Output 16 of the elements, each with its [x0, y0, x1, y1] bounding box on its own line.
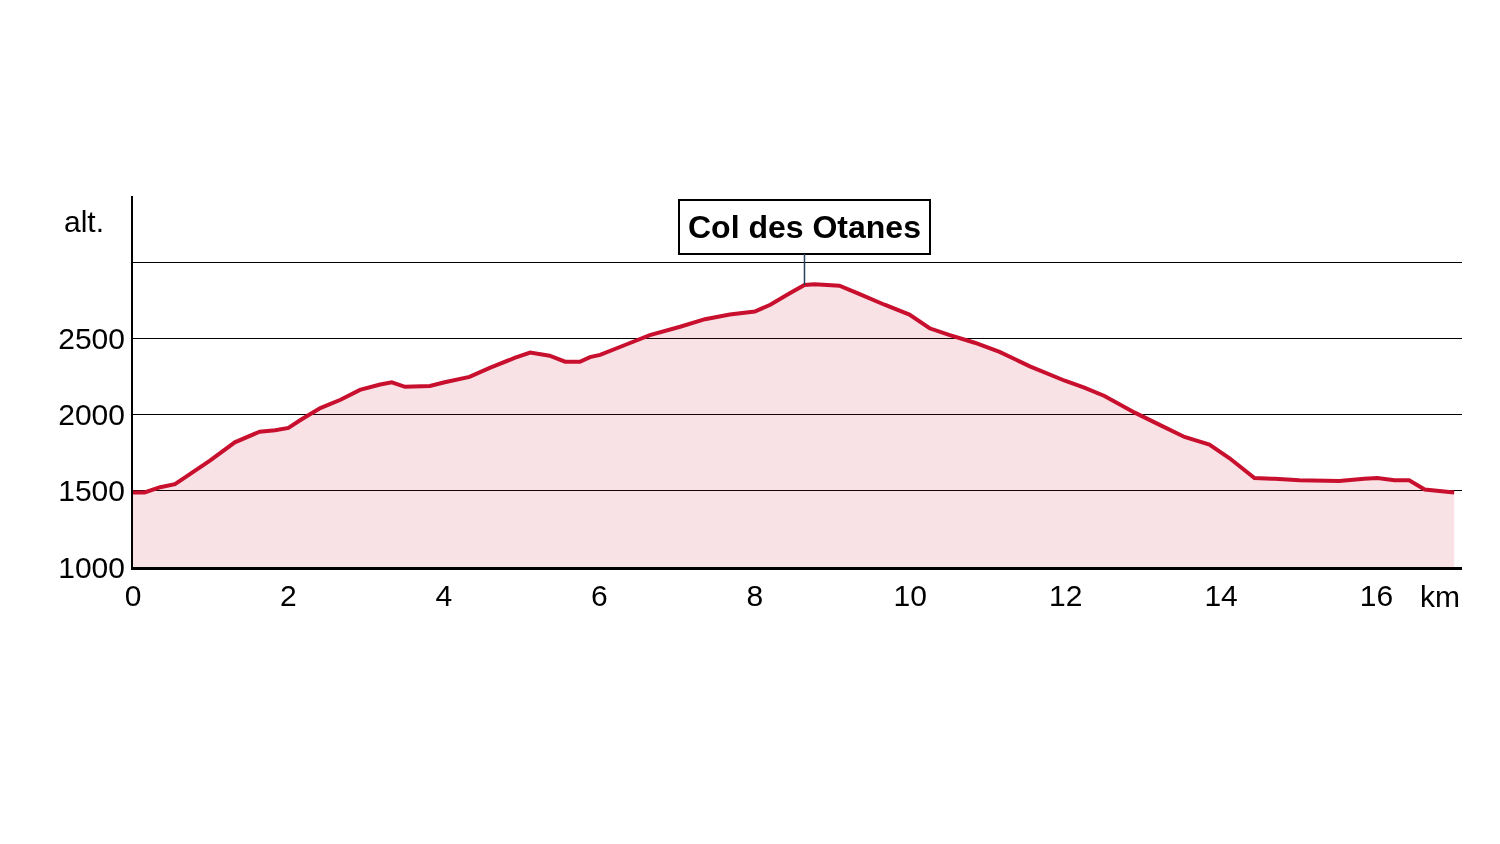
x-tick-label: 8: [746, 579, 764, 612]
x-tick-label: 12: [1048, 579, 1083, 612]
x-tick-label: 10: [893, 579, 927, 612]
x-axis-title: km: [1420, 580, 1460, 613]
x-tick-label: 14: [1204, 579, 1238, 612]
x-tick-label: 6: [590, 579, 608, 612]
annotation: Col des Otanes: [688, 209, 921, 245]
y-tick-label: 1500: [58, 474, 125, 508]
y-tick-label: 2000: [58, 398, 125, 432]
y-tick-label: 1000: [58, 550, 125, 584]
y-axis-title: alt.: [64, 205, 105, 238]
y-tick-label: 2500: [58, 322, 125, 356]
x-tick-label: 16: [1359, 579, 1394, 612]
x-tick-label: 0: [124, 579, 142, 612]
x-tick-label: 2: [280, 579, 297, 612]
x-tick-label: 4: [435, 579, 453, 612]
